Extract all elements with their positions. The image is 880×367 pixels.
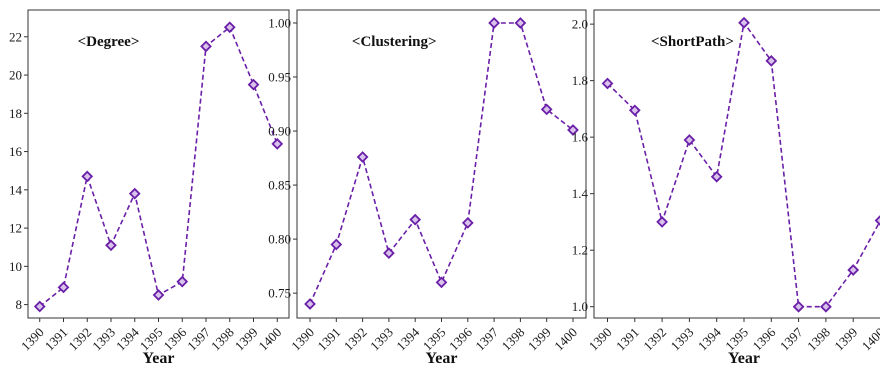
series-line [39, 25, 279, 308]
y-tick-label: 1.00 [268, 15, 291, 30]
y-tick-label: 14 [9, 182, 23, 197]
y-tick-label: 8 [16, 297, 23, 312]
data-point [601, 77, 614, 90]
y-tick-label: 2.0 [572, 17, 588, 32]
y-tick-label: 0.95 [268, 70, 291, 85]
y-tick-label: 0.85 [268, 178, 291, 193]
data-point [304, 298, 316, 310]
x-tick-label: 1398 [499, 325, 528, 354]
x-tick-label: 1399 [232, 325, 261, 354]
x-tick-label: 1393 [89, 325, 118, 354]
x-tick-label: 1390 [288, 325, 317, 354]
x-tick-label: 1392 [640, 325, 669, 354]
x-tick-label: 1400 [551, 325, 580, 354]
chart-title: <ShortPath> [651, 34, 734, 50]
x-tick-label: 1394 [113, 324, 142, 353]
data-point [57, 281, 70, 294]
data-point [271, 138, 284, 150]
plot-frame [27, 9, 290, 319]
data-point [356, 151, 369, 163]
x-tick-label: 1397 [184, 324, 213, 353]
x-tick-label: 1399 [831, 325, 860, 354]
data-point [105, 239, 117, 252]
y-tick-label: 22 [9, 29, 22, 44]
y-tick-label: 0.80 [268, 232, 291, 247]
x-axis-label: Year [143, 350, 175, 367]
series-line [606, 20, 880, 308]
x-tick-label: 1390 [18, 325, 47, 354]
data-point [383, 247, 395, 260]
data-point [820, 300, 832, 313]
chart-title: <Degree> [78, 34, 140, 50]
data-point [738, 16, 750, 29]
data-point [540, 103, 553, 116]
data-point [710, 170, 723, 183]
x-tick-label: 1398 [804, 325, 833, 354]
data-point [874, 215, 880, 226]
x-tick-label: 1397 [472, 324, 501, 353]
data-point [765, 54, 778, 67]
x-tick-label: 1392 [341, 325, 370, 354]
chart-title: <Clustering> [352, 34, 437, 50]
x-tick-label: 1399 [525, 325, 554, 354]
y-tick-label: 12 [9, 221, 22, 236]
y-tick-label: 16 [9, 144, 23, 159]
data-point [628, 104, 641, 117]
data-point [247, 78, 260, 91]
data-point [461, 217, 474, 229]
x-tick-label: 1393 [367, 325, 396, 354]
data-point [847, 264, 860, 276]
x-tick-label: 1391 [314, 325, 343, 354]
y-tick-label: 1.2 [572, 243, 588, 258]
x-axis-label: Year [728, 350, 760, 367]
x-tick-label: 1392 [65, 325, 94, 354]
data-point [128, 187, 141, 200]
data-point [792, 300, 805, 313]
data-point [81, 170, 94, 183]
data-point [514, 17, 527, 29]
y-tick-label: 1.6 [572, 130, 589, 145]
y-tick-label: 10 [9, 259, 22, 274]
series-line [309, 22, 574, 305]
y-tick-label: 1.4 [572, 186, 589, 201]
x-tick-label: 1398 [208, 325, 237, 354]
x-axis-label: Year [426, 350, 458, 367]
data-point [223, 21, 236, 34]
data-point [152, 289, 165, 301]
data-point [330, 238, 343, 251]
chart-panel-2: 0.75 0.80 0.85 0.90 0.95 1.00 1390139113921393… [268, 9, 587, 367]
x-tick-label: 1400 [859, 325, 880, 354]
x-tick-label: 1391 [42, 325, 71, 354]
chart-panel-1: 8101214161820221390139113921393139413951… [9, 9, 290, 367]
data-point [200, 40, 212, 53]
x-tick-label: 1394 [695, 324, 724, 353]
data-point [409, 213, 422, 226]
plot-frame [296, 9, 587, 319]
x-tick-label: 1391 [613, 325, 642, 354]
y-tick-label: 0.75 [268, 286, 291, 301]
data-point [567, 124, 579, 136]
x-tick-label: 1390 [586, 325, 615, 354]
y-tick-label: 20 [9, 68, 22, 83]
data-point [176, 275, 189, 288]
x-tick-label: 1393 [668, 325, 697, 354]
plot-frame [593, 9, 880, 319]
data-point [656, 216, 668, 228]
data-point [488, 17, 500, 29]
data-point [33, 300, 46, 313]
x-tick-label: 1394 [393, 324, 422, 353]
x-tick-label: 1400 [255, 325, 284, 354]
y-tick-label: 1.0 [572, 299, 588, 314]
y-tick-label: 1.8 [572, 73, 588, 88]
y-tick-label: 0.90 [268, 124, 291, 139]
data-point [435, 276, 448, 289]
x-tick-label: 1397 [777, 324, 806, 353]
data-point [683, 134, 696, 146]
y-tick-label: 18 [9, 106, 22, 121]
